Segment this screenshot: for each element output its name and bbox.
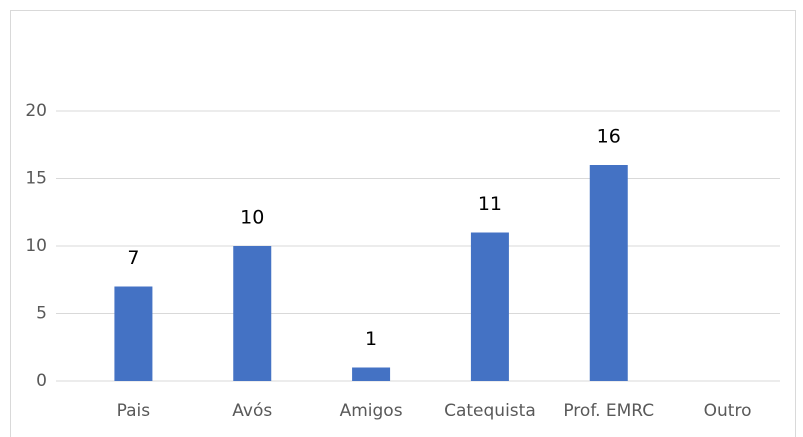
data-label: 10 [240, 207, 264, 229]
x-tick-label: Catequista [444, 401, 536, 421]
x-tick-label: Prof. EMRC [563, 401, 654, 421]
y-tick-label: 0 [36, 371, 47, 391]
data-label: 7 [127, 247, 139, 269]
bar [352, 367, 391, 381]
x-tick-label: Outro [704, 401, 752, 421]
bar [470, 232, 509, 381]
x-tick-label: Amigos [340, 401, 403, 421]
y-tick-label: 15 [25, 169, 47, 189]
bar [114, 286, 153, 381]
data-label: 1 [365, 328, 377, 350]
bar [589, 165, 628, 381]
y-tick-label: 20 [25, 101, 47, 121]
data-label: 16 [597, 126, 621, 148]
y-tick-label: 5 [36, 304, 47, 324]
x-tick-label: Avós [232, 401, 272, 421]
y-tick-label: 10 [25, 236, 47, 256]
bar [233, 246, 272, 381]
x-tick-label: Pais [117, 401, 151, 421]
data-label: 11 [478, 193, 502, 215]
